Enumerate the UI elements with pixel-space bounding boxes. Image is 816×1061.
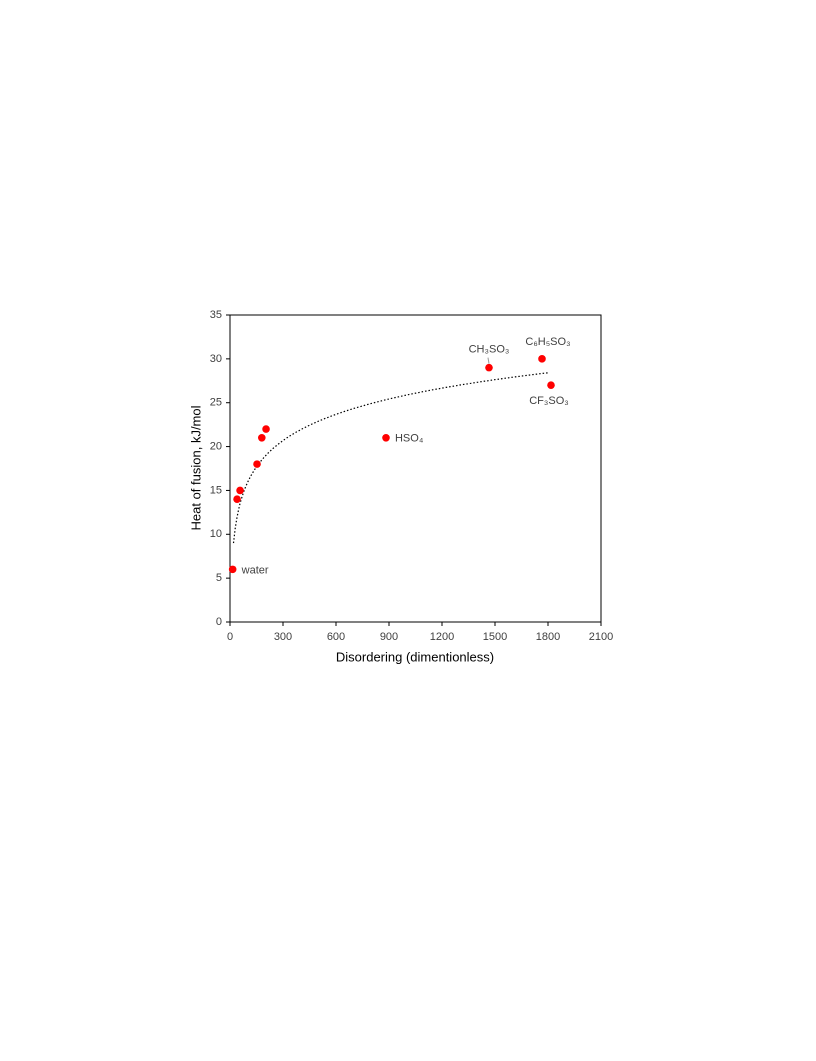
y-tick-label: 20 — [210, 440, 222, 452]
data-point — [538, 355, 546, 363]
y-tick-label: 25 — [210, 397, 222, 409]
point-label: CF₃SO₃ — [529, 395, 569, 407]
x-tick-label: 1500 — [483, 631, 507, 643]
y-tick-label: 35 — [210, 309, 222, 321]
x-tick-label: 0 — [227, 631, 233, 643]
data-point — [258, 434, 266, 442]
data-point — [228, 565, 237, 574]
data-point — [233, 495, 241, 504]
y-axis-title: Heat of fusion, kJ/mol — [188, 405, 203, 530]
data-point — [236, 486, 244, 495]
trendline — [232, 372, 549, 544]
data-point — [547, 381, 555, 389]
y-tick-label: 0 — [216, 616, 222, 628]
x-axis-title: Disordering (dimentionless) — [336, 649, 494, 664]
y-tick-label: 5 — [216, 572, 222, 584]
point-label: C₆H₅SO₃ — [525, 336, 570, 348]
point-label: CH₃SO₃ — [469, 344, 510, 356]
x-tick-label: 2100 — [589, 631, 613, 643]
data-point — [485, 363, 493, 372]
y-tick-label: 30 — [210, 353, 222, 365]
x-tick-label: 1200 — [430, 631, 454, 643]
y-tick-label: 10 — [210, 528, 222, 540]
x-tick-label: 900 — [380, 631, 398, 643]
plot-frame — [229, 314, 602, 623]
data-point — [382, 434, 390, 442]
x-tick-label: 600 — [327, 631, 345, 643]
leader-line — [487, 357, 490, 364]
x-tick-label: 300 — [274, 631, 292, 643]
point-label: water — [241, 564, 269, 576]
point-label: HSO₄ — [395, 433, 424, 445]
x-tick-label: 1800 — [536, 631, 560, 643]
data-point — [262, 425, 270, 433]
y-tick-label: 15 — [210, 484, 222, 496]
data-point — [253, 460, 261, 468]
